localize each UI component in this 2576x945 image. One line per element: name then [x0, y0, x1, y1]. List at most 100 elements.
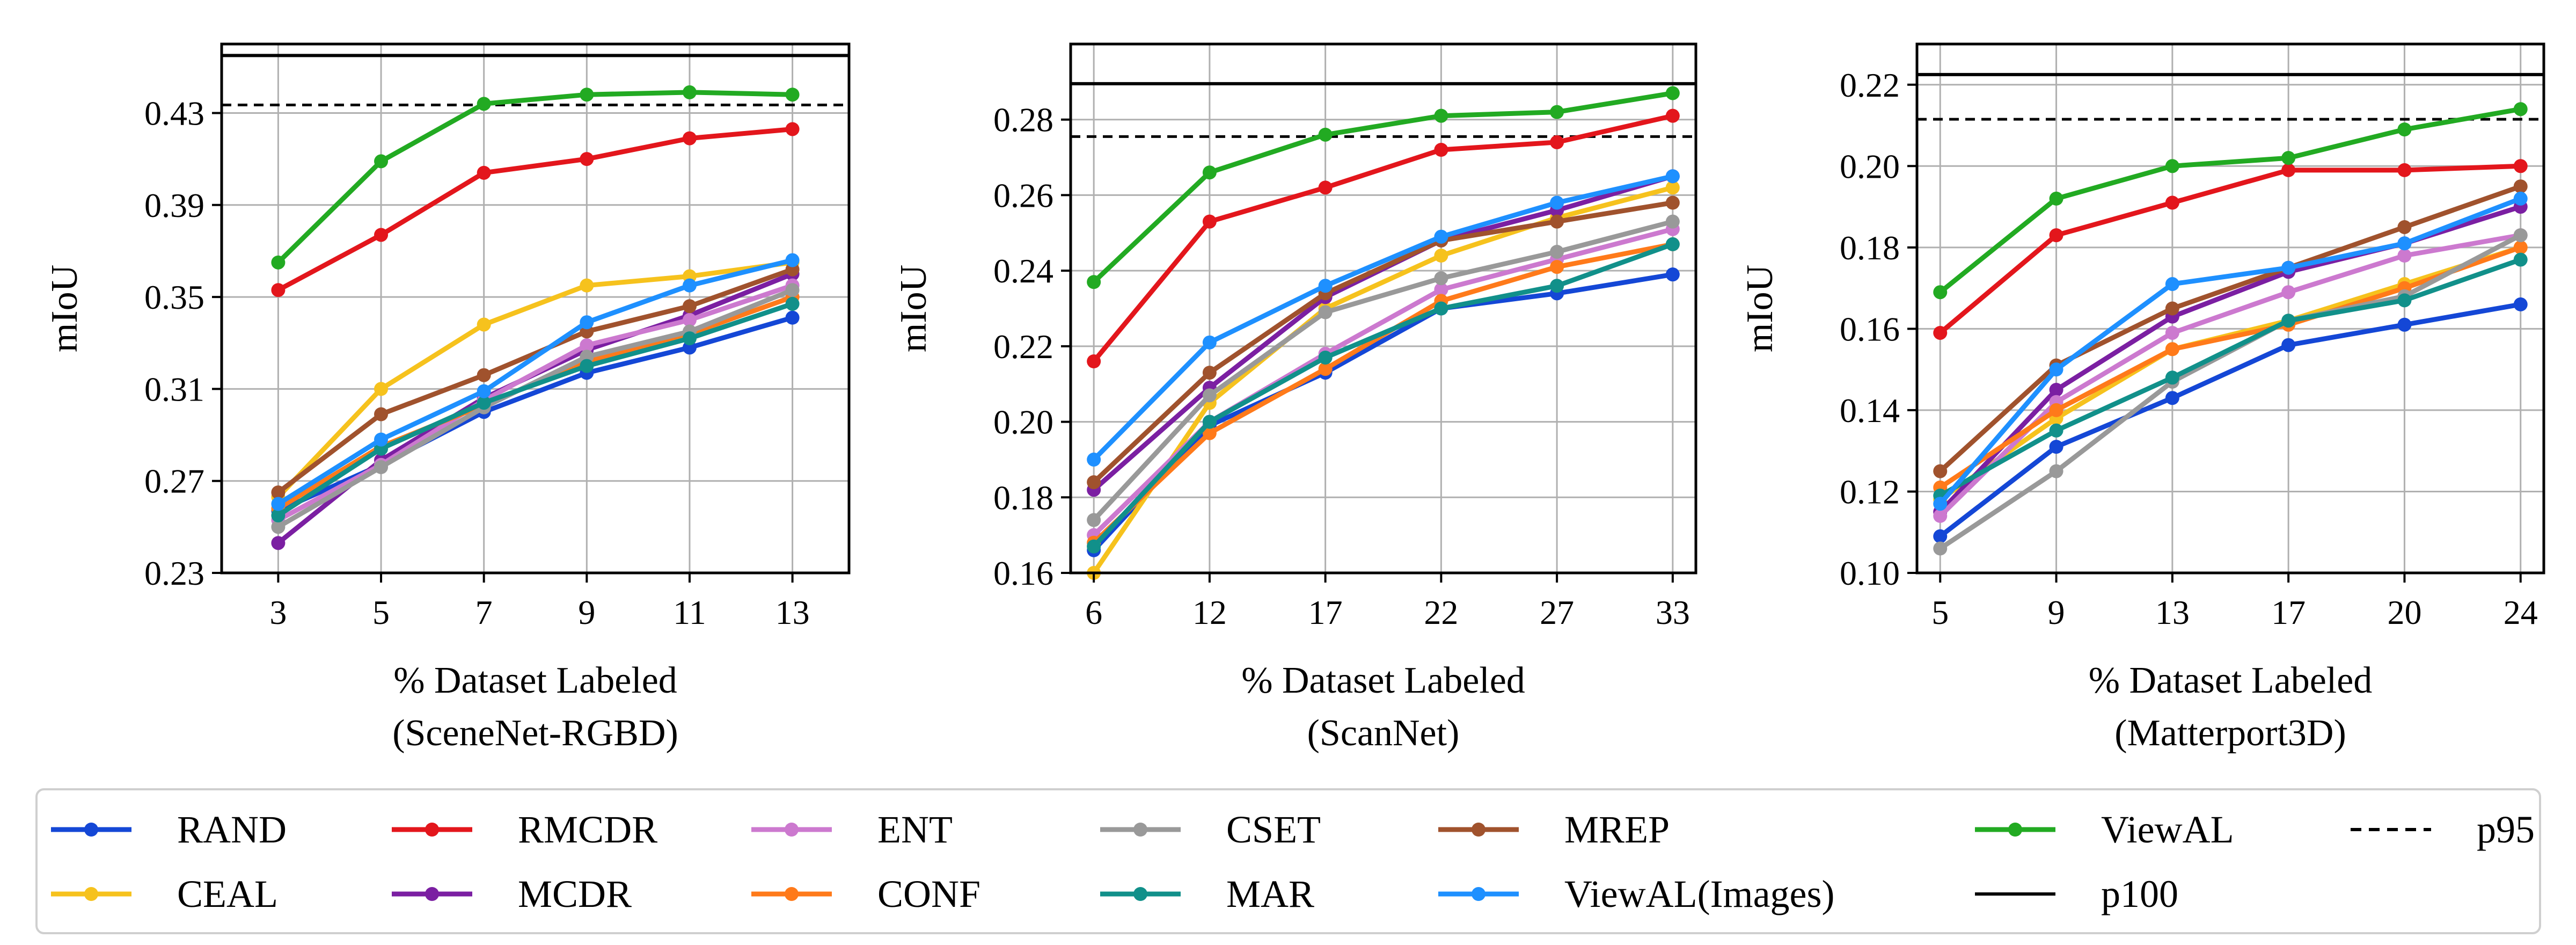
x-tick-label: 6 [1085, 593, 1102, 631]
legend-marker [425, 823, 439, 837]
data-point-viewal [580, 88, 594, 102]
data-point-rmcdr [2165, 195, 2179, 210]
data-point-mar [1665, 237, 1680, 251]
data-point-viewal [477, 97, 491, 111]
data-point-rmcdr [1550, 135, 1564, 149]
data-point-viewal [2165, 159, 2179, 173]
legend-marker [1133, 887, 1147, 901]
y-tick-label: 0.10 [1840, 554, 1900, 592]
series-line-conf [1938, 245, 2522, 490]
series-line-viewal [1938, 106, 2521, 294]
legend-marker [785, 887, 799, 901]
data-point-rmcdr [374, 228, 389, 242]
x-tick-label: 3 [269, 593, 287, 631]
data-point-mrep [374, 407, 389, 421]
data-point-viewal-images- [1434, 229, 1448, 244]
data-point-conf [2049, 403, 2063, 417]
legend-marker [84, 887, 98, 901]
data-point-viewal [1434, 108, 1448, 123]
data-point-cset [1318, 305, 1333, 319]
data-point-ceal [477, 317, 491, 332]
y-tick-label: 0.28 [993, 101, 1053, 139]
plot-frame [220, 42, 851, 575]
data-point-viewal-images- [2049, 362, 2063, 377]
data-point-viewal [682, 85, 697, 99]
data-point-rand [785, 310, 800, 325]
data-point-viewal [785, 88, 800, 102]
legend-label: CEAL [177, 873, 278, 915]
series-line-rmcdr [1938, 163, 2521, 335]
legend-label: MAR [1226, 873, 1314, 915]
data-point-rmcdr [2513, 159, 2528, 173]
data-point-rand [2165, 391, 2179, 405]
data-point-cset [1202, 388, 1217, 403]
y-tick-label: 0.22 [1840, 66, 1900, 104]
legend-entry: CONF [751, 873, 980, 915]
series-line-cset [1092, 219, 1674, 522]
legend-label: MCDR [518, 873, 632, 915]
legend-label: CONF [877, 873, 980, 915]
legend-label: CSET [1226, 808, 1321, 851]
x-tick-label: 7 [475, 593, 493, 631]
x-tick-label: 22 [1424, 593, 1458, 631]
x-tick-label: 13 [2155, 593, 2190, 631]
x-tick-label: 27 [1540, 593, 1574, 631]
legend-label: p95 [2477, 808, 2535, 851]
data-point-rmcdr [2049, 228, 2063, 243]
series-line-rmcdr [277, 127, 793, 293]
legend-label: ENT [877, 808, 953, 851]
data-point-cset [2049, 464, 2063, 478]
data-point-viewal [2281, 151, 2296, 165]
legend-label: RMCDR [518, 808, 657, 851]
data-point-ceal [580, 278, 594, 293]
x-axis-sublabel: (Matterport3D) [2114, 713, 2346, 754]
data-point-conf [2165, 342, 2179, 357]
x-tick-label: 20 [2387, 593, 2421, 631]
series-line-rand [1092, 272, 1673, 552]
x-tick-label: 33 [1656, 593, 1690, 631]
legend-entry: RMCDR [392, 808, 657, 851]
data-point-rmcdr [1318, 180, 1333, 195]
data-point-cset [1434, 271, 1448, 286]
series-line-mar [1939, 257, 2522, 498]
legend-marker [84, 823, 98, 837]
legend-entry: RAND [51, 808, 287, 851]
data-point-rand [2049, 440, 2063, 454]
series-line-mrep [276, 267, 794, 495]
data-point-viewal-images- [1318, 279, 1333, 293]
series-group [1087, 86, 1680, 580]
data-point-viewal-images- [1933, 497, 1948, 511]
chart-panel-1: 3 5 7 9 11 13 0.23 0.27 0.31 0.35 0.39 0.43 % Datase… [44, 42, 851, 754]
legend-marker [785, 823, 799, 837]
legend-label: p100 [2101, 873, 2178, 915]
data-point-viewal [1087, 275, 1101, 289]
data-point-rmcdr [1665, 108, 1680, 123]
data-point-rand [1665, 267, 1680, 282]
data-point-viewal [1202, 165, 1217, 180]
x-axis-label: % Dataset Labeled [393, 660, 677, 701]
y-tick-label: 0.27 [144, 462, 204, 500]
data-point-rmcdr [477, 165, 491, 180]
legend-entry: p95 [2351, 808, 2535, 851]
data-point-rand [2513, 297, 2528, 311]
y-tick-label: 0.23 [144, 554, 204, 592]
data-point-mrep [1087, 475, 1101, 490]
data-point-rmcdr [2281, 163, 2296, 177]
data-point-viewal [2049, 191, 2063, 206]
data-point-mar [785, 296, 800, 311]
data-point-viewal [1550, 105, 1564, 119]
data-point-viewal-images- [1550, 195, 1564, 210]
data-point-viewal-images- [477, 384, 491, 398]
legend-marker [425, 887, 439, 901]
data-point-mar [477, 396, 491, 410]
data-point-rmcdr [1202, 214, 1217, 229]
data-point-viewal-images- [1665, 169, 1680, 184]
data-point-viewal-images- [2397, 236, 2412, 251]
x-axis-sublabel: (SceneNet-RGBD) [392, 713, 678, 754]
legend-label: MREP [1564, 808, 1670, 851]
data-point-mar [1202, 415, 1217, 429]
chart-panel-3: 5 9 13 17 20 24 0.10 0.12 0.14 0.16 0.18 0.20 0.22 % … [1739, 42, 2545, 754]
data-point-mrep [2165, 301, 2179, 316]
data-point-ceal [1665, 180, 1680, 195]
x-tick-label: 13 [775, 593, 810, 631]
